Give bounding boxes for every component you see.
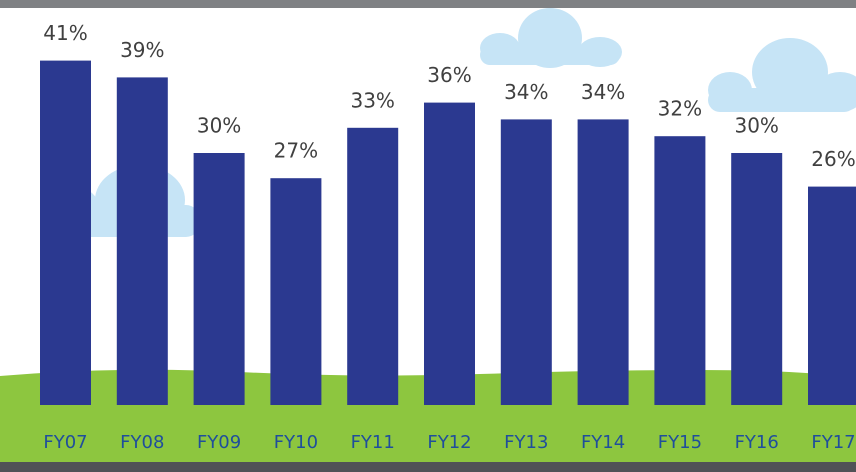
x-tick-label: FY07: [43, 432, 87, 453]
value-label: 34%: [504, 80, 548, 104]
bar: [654, 136, 706, 405]
bar: [347, 127, 399, 406]
x-tick-label: FY10: [274, 432, 318, 453]
value-label: 36%: [427, 63, 471, 87]
x-tick-label: FY15: [658, 432, 702, 453]
x-tick-label: FY11: [351, 432, 395, 453]
value-label: 27%: [274, 139, 318, 163]
x-tick-label: FY16: [735, 432, 779, 453]
bar: [577, 119, 629, 406]
x-tick-label: FY13: [504, 432, 548, 453]
cloud: [480, 8, 622, 68]
bar: [424, 102, 475, 405]
x-tick-label: FY14: [581, 432, 625, 453]
value-label: 30%: [197, 114, 241, 138]
value-label: 33%: [350, 88, 394, 112]
bar: [808, 186, 856, 405]
bar: [731, 153, 783, 405]
top-border: [0, 0, 856, 8]
x-tick-label: FY08: [120, 432, 164, 453]
value-label: 32%: [658, 97, 702, 121]
value-label: 39%: [120, 38, 164, 62]
cloud: [708, 38, 856, 112]
value-label: 41%: [43, 21, 87, 45]
x-tick-label: FY12: [427, 432, 471, 453]
bar: [116, 77, 168, 406]
x-tick-label: FY17: [811, 432, 855, 453]
value-label: 34%: [581, 80, 625, 104]
bar: [270, 178, 322, 405]
bar: [500, 119, 552, 406]
x-tick-label: FY09: [197, 432, 241, 453]
bar: [193, 153, 245, 405]
value-label: 30%: [734, 114, 778, 138]
value-label: 26%: [811, 147, 855, 171]
bottom-border: [0, 462, 856, 472]
bar: [40, 60, 91, 405]
